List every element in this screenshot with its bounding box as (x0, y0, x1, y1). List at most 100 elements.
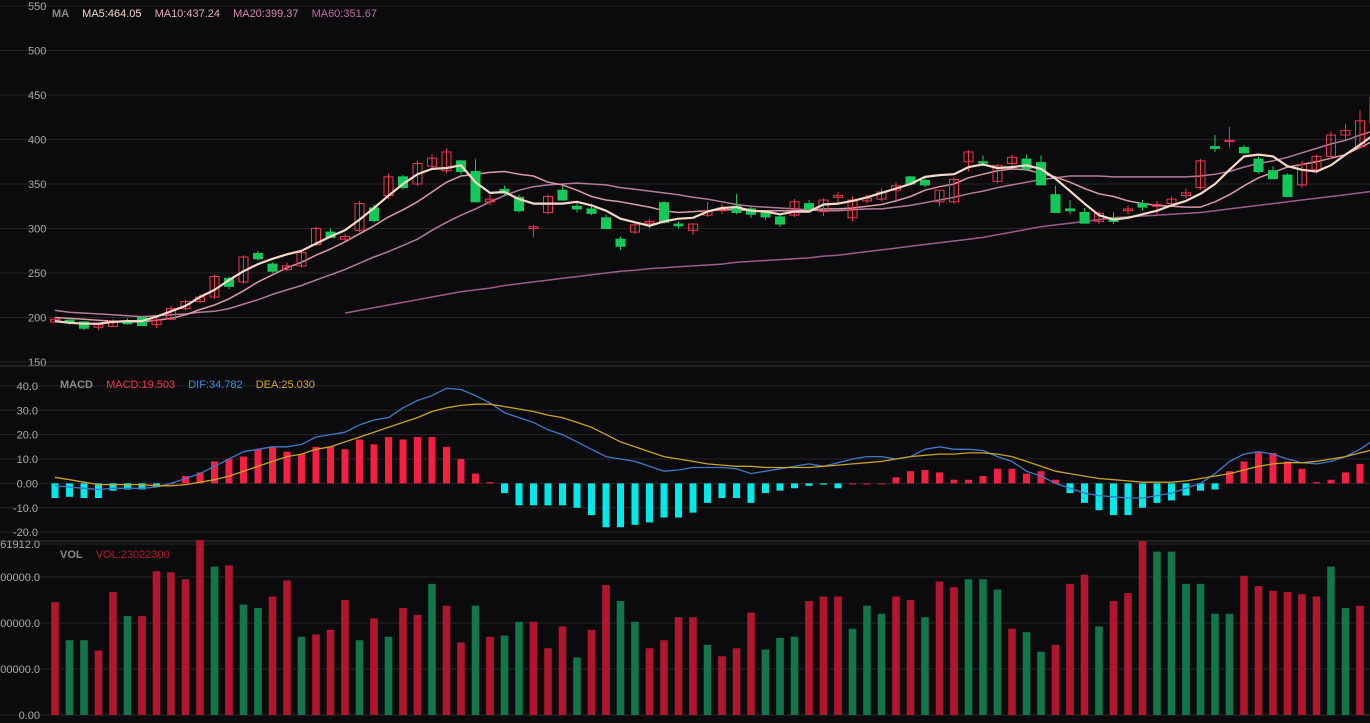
volume-bar (1153, 551, 1161, 715)
volume-bar (558, 626, 567, 715)
vol-value-legend: VOL:23022300 (95, 549, 170, 561)
candle-body (978, 161, 988, 164)
candle-body (1166, 198, 1177, 205)
volume-bar (921, 617, 929, 715)
candle-body (1326, 134, 1336, 157)
macd-bar (544, 483, 552, 506)
volume-bar (326, 629, 335, 715)
macd-bar (1182, 483, 1190, 496)
volume-bar (1240, 575, 1248, 715)
volume-bar (1182, 583, 1190, 715)
macd-bar (979, 476, 987, 484)
macd-legend: MACD MACD:19.503 DIF:34.782 DEA:25.030 (60, 379, 325, 391)
candle-body (1340, 130, 1351, 136)
macd-tick-label: 20.0 (17, 430, 38, 442)
macd-bar (660, 483, 668, 518)
volume-bar (1037, 651, 1045, 715)
volume-bar (1167, 551, 1176, 715)
candle-body (1297, 163, 1307, 186)
macd-bar (863, 483, 871, 485)
volume-bar (863, 605, 871, 715)
macd-value-legend: MACD:19.503 (106, 379, 176, 391)
volume-bar (384, 636, 393, 715)
macd-bar (965, 479, 972, 484)
dea-legend: DEA:25.030 (255, 379, 316, 391)
macd-bar (1124, 483, 1132, 516)
volume-bar (1356, 605, 1364, 715)
volume-bar (1254, 586, 1263, 715)
macd-bar (762, 483, 769, 494)
macd-bar (1211, 483, 1219, 490)
dif-legend: DIF:34.782 (188, 379, 243, 391)
macd-bar (675, 483, 682, 518)
candle-body (485, 198, 495, 203)
price-tick-label: 200 (28, 313, 46, 325)
candle-body (267, 263, 278, 272)
macd-bar (138, 483, 146, 490)
candle-body (340, 236, 350, 240)
volume-bar (312, 634, 320, 715)
macd-bar (341, 449, 349, 484)
price-tick-label: 350 (28, 179, 46, 191)
volume-bar (109, 591, 117, 715)
candle-body (412, 163, 423, 185)
volume-bar (471, 605, 480, 715)
volume-bar (370, 618, 378, 715)
volume-bar (790, 636, 799, 715)
candle-body (1282, 174, 1293, 197)
macd-bar (747, 483, 755, 503)
candle-body (673, 223, 684, 227)
macd-bar (327, 446, 334, 484)
macd-bar (1240, 461, 1248, 484)
volume-bar (935, 581, 944, 715)
volume-bar (848, 628, 857, 715)
macd-bar (370, 444, 378, 484)
volume-bar (660, 640, 668, 715)
volume-bar (239, 604, 248, 715)
macd-bar (399, 439, 407, 484)
candle-body (789, 201, 800, 216)
volume-bar (138, 616, 146, 715)
macd-bar (472, 473, 479, 484)
volume-bar (993, 589, 1002, 715)
ma20-legend: MA20:399.37 (233, 8, 299, 20)
ma5-line (54, 136, 1370, 325)
volume-bar (1211, 613, 1219, 715)
ma-legend: MA MA5:464.05 MA10:437.24 MA20:399.37 MA… (52, 8, 387, 20)
macd-bar (1139, 483, 1146, 508)
candle-body (601, 217, 611, 230)
volume-bar (500, 635, 509, 715)
macd-bar (124, 483, 131, 490)
volume-bar (51, 602, 59, 715)
macd-bar (1023, 473, 1030, 484)
macd-bar (733, 483, 740, 498)
macd-tick-label: 30.0 (17, 405, 38, 417)
volume-bar (297, 636, 306, 715)
macd-bar (805, 483, 813, 486)
volume-bar (413, 614, 422, 715)
macd-bar (269, 446, 276, 484)
candle-body (180, 300, 191, 310)
volume-bar (819, 596, 828, 715)
volume-bar (428, 583, 436, 715)
volume-bar (123, 616, 132, 715)
candle-body (427, 157, 437, 167)
macd-bar (994, 468, 1001, 484)
macd-bar (1356, 463, 1364, 484)
macd-bar (428, 437, 436, 484)
candle-body (586, 208, 597, 214)
macd-bar (1095, 483, 1103, 511)
macd-legend-title: MACD (60, 379, 93, 391)
macd-bar (51, 483, 59, 498)
macd-bar (849, 483, 856, 485)
candle-body (1137, 203, 1148, 208)
macd-tick-label: -10.0 (13, 503, 38, 515)
volume-bar (616, 601, 625, 715)
volume-bar (587, 629, 596, 715)
volume-bar (1066, 583, 1074, 715)
candle-body (572, 205, 582, 210)
macd-bar (1255, 451, 1262, 484)
volume-bar (1051, 644, 1060, 715)
candle-body (949, 179, 959, 203)
macd-tick-label: 40.0 (17, 381, 38, 393)
